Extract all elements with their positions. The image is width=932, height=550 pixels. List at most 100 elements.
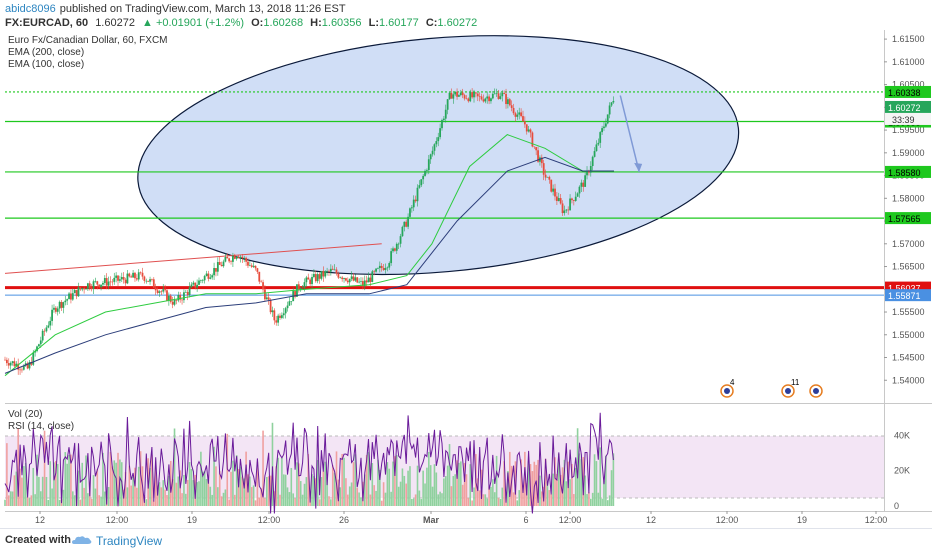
candle-body <box>305 277 308 283</box>
candle-body <box>458 95 460 97</box>
candle-body <box>73 290 76 294</box>
volume-bar <box>456 460 458 506</box>
candle-body <box>601 128 603 133</box>
volume-bar <box>313 476 315 506</box>
price-tick-label: 1.61000 <box>892 57 925 67</box>
candle-body <box>414 199 417 202</box>
candle-body <box>262 282 264 290</box>
volume-bar <box>239 466 242 506</box>
volume-bar <box>207 474 210 506</box>
volume-bar <box>228 499 230 506</box>
candle-body <box>184 291 187 293</box>
volume-bar <box>546 482 549 506</box>
projection-arrow[interactable] <box>619 95 640 173</box>
volume-bar <box>249 476 251 506</box>
volume-bar <box>19 468 21 506</box>
candle-body <box>512 107 515 114</box>
candle-body <box>563 210 566 214</box>
volume-bar <box>226 433 229 506</box>
volume-bar <box>330 499 332 506</box>
volume-bar <box>522 486 524 506</box>
rsi-line[interactable] <box>4 412 614 514</box>
volume-bar <box>83 487 85 506</box>
volume-bar <box>28 498 31 506</box>
candle-body <box>467 98 470 102</box>
ema200-line[interactable] <box>4 156 614 374</box>
candle-body <box>350 276 353 279</box>
volume-bar <box>94 488 97 506</box>
volume-bar <box>183 474 185 506</box>
candle-body <box>382 267 385 271</box>
candle-body <box>456 91 458 97</box>
volume-bar <box>301 494 304 506</box>
candle-body <box>469 92 472 102</box>
candle-body <box>143 276 146 281</box>
high-value: 1.60356 <box>321 17 362 29</box>
volume-bar <box>113 460 116 506</box>
ema100-line[interactable] <box>4 134 614 377</box>
candle-body <box>497 93 500 99</box>
candle-body <box>186 291 189 296</box>
candle-body <box>482 99 485 102</box>
candle-body <box>60 301 63 308</box>
volume-bar <box>36 454 38 506</box>
volume-bar <box>347 494 349 506</box>
candle-body <box>535 147 538 151</box>
time-tick-label: 12:00 <box>865 515 888 525</box>
candle-body <box>141 272 144 277</box>
legend-ema200: EMA (200, close) <box>8 47 84 58</box>
volume-bar <box>382 482 385 506</box>
volume-bar <box>198 481 200 506</box>
candle-body <box>98 284 101 288</box>
level-price-label: 1.58580 <box>888 168 921 178</box>
volume-bar <box>495 455 498 506</box>
candle-body <box>572 200 575 201</box>
rising-trendline[interactable] <box>4 243 382 274</box>
volume-bar <box>117 452 119 506</box>
volume-bar <box>233 494 236 506</box>
candle-body <box>446 99 449 110</box>
time-tick-label: 12:00 <box>258 515 281 525</box>
candle-body <box>407 216 409 227</box>
candle-body <box>352 276 355 281</box>
volume-bar <box>403 475 406 506</box>
time-tick-label: 19 <box>187 515 197 525</box>
volume-bar <box>358 492 360 506</box>
volume-bar <box>444 476 447 506</box>
candle-body <box>113 277 116 282</box>
volume-bar <box>96 469 99 506</box>
publisher-username[interactable]: abidc8096 <box>5 3 56 15</box>
candle-body <box>555 196 558 201</box>
volume-bar <box>367 452 370 506</box>
volume-bar <box>420 499 423 506</box>
candle-body <box>418 185 421 188</box>
candle-body <box>145 280 148 282</box>
candle-body <box>356 277 359 283</box>
candle-body <box>228 258 231 262</box>
last-price-tag <box>885 100 931 113</box>
candle-body <box>94 281 97 282</box>
volume-bar <box>518 490 521 506</box>
candle-body <box>307 277 310 280</box>
volume-bar <box>548 490 551 506</box>
candle-body <box>571 198 573 201</box>
volume-bar <box>356 487 359 506</box>
created-with-text: Created with <box>5 534 72 546</box>
volume-bar <box>56 463 59 506</box>
candle-body <box>4 359 6 361</box>
volume-bar <box>582 457 585 506</box>
volume-bar <box>326 476 328 506</box>
volume-bar <box>185 493 187 506</box>
volume-bar <box>573 494 575 506</box>
tradingview-brand[interactable]: TradingView <box>96 534 163 548</box>
volume-bar <box>173 428 176 506</box>
level-price-tag <box>885 165 931 178</box>
candle-body <box>510 105 513 108</box>
candle-body <box>216 262 219 272</box>
range-ellipse[interactable] <box>128 12 749 297</box>
volume-bar <box>354 454 357 506</box>
open-value: 1.60268 <box>263 17 304 29</box>
candle-body <box>582 182 585 187</box>
volume-bar <box>296 462 298 506</box>
